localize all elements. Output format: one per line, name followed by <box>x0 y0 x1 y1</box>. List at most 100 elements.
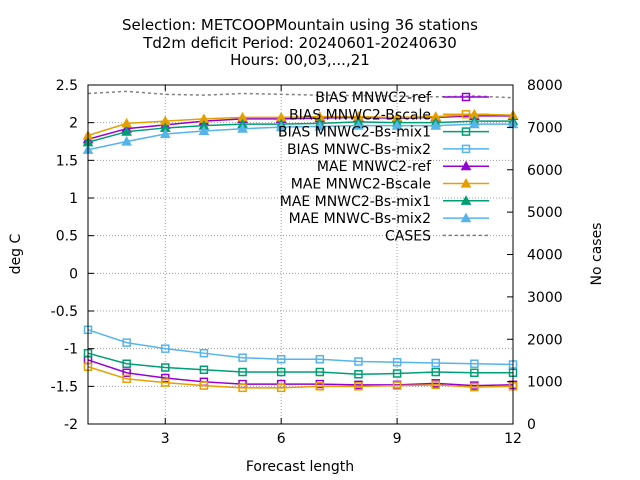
series-line <box>87 329 514 366</box>
y-tick-label: -1.5 <box>51 379 78 395</box>
data-point <box>161 378 170 387</box>
y2-tick-label: 2000 <box>527 332 563 348</box>
legend-label: CASES <box>385 228 431 244</box>
x-tick-label: 12 <box>504 431 522 447</box>
y-tick-label: 0.5 <box>56 229 78 245</box>
legend-label: BIAS MNWC2-Bscale <box>289 107 431 123</box>
data-point <box>198 125 210 136</box>
data-point <box>315 382 325 391</box>
data-point <box>470 368 479 378</box>
data-point <box>354 357 363 366</box>
legend-marker <box>461 144 471 154</box>
series-line <box>87 123 513 151</box>
y2-tick-label: 0 <box>527 417 536 433</box>
data-point <box>314 120 326 131</box>
data-point <box>161 344 170 353</box>
legend-label: MAE MNWC2-ref <box>317 159 432 175</box>
y-axis-label: deg C <box>8 233 24 274</box>
series-2 <box>83 348 518 379</box>
y2-tick-label: 5000 <box>527 205 563 221</box>
y-tick-label: 1 <box>69 191 78 207</box>
data-point <box>159 128 171 139</box>
series-line <box>87 366 514 389</box>
y-tick-label: 0 <box>69 266 78 282</box>
y2-tick-label: 6000 <box>527 163 563 179</box>
data-point <box>315 354 325 364</box>
data-point <box>431 380 440 390</box>
cases-line <box>87 90 514 99</box>
series-line <box>87 115 513 140</box>
data-point <box>122 338 131 347</box>
y2-tick-label: 1000 <box>527 375 563 391</box>
data-point <box>469 118 480 129</box>
data-point <box>276 367 286 377</box>
series-line <box>87 352 513 376</box>
y2-tick-label: 3000 <box>527 290 563 306</box>
legend-label: BIAS MNWC2-Bs-mix1 <box>278 125 431 141</box>
data-point <box>431 367 440 377</box>
legend-label: MAE MNWC2-Bscale <box>291 177 431 193</box>
data-point <box>238 353 247 362</box>
data-point <box>122 368 131 378</box>
data-point <box>392 369 402 378</box>
x-axis: 3 6 9 12 <box>161 85 522 447</box>
data-point <box>392 381 402 390</box>
legend-marker <box>460 160 472 171</box>
legend-marker <box>461 127 471 136</box>
x-tick-label: 6 <box>277 431 286 447</box>
title-line-3: Hours: 00,03,...,21 <box>230 51 370 69</box>
series-line <box>87 120 513 143</box>
series-3 <box>83 325 518 369</box>
series-1 <box>83 362 518 393</box>
y2-tick-label: 4000 <box>527 248 563 264</box>
y2-axis-label: No cases <box>589 223 605 286</box>
data-point <box>199 365 209 375</box>
legend-label: MAE MNWC2-Bs-mix1 <box>280 194 431 210</box>
legend-marker <box>460 212 472 223</box>
data-point <box>121 126 132 136</box>
data-point <box>237 123 248 133</box>
data-point <box>315 367 325 377</box>
y-tick-label: -1 <box>64 342 78 358</box>
legend-marker <box>460 177 472 188</box>
data-point <box>470 382 479 392</box>
data-point <box>470 359 479 368</box>
data-point <box>161 363 170 372</box>
data-point <box>431 358 440 368</box>
data-point <box>353 120 364 130</box>
y2-tick-label: 7000 <box>527 120 563 136</box>
y2-tick-label: 8000 <box>527 78 563 94</box>
y-tick-label: 2.5 <box>56 78 78 94</box>
data-point <box>354 382 363 391</box>
legend-marker <box>460 195 472 205</box>
data-point <box>238 367 247 377</box>
series-line <box>87 359 514 387</box>
data-point <box>122 359 131 368</box>
chart-title: Selection: METCOOPMountain using 36 stat… <box>122 16 478 69</box>
x-tick-label: 9 <box>393 431 402 447</box>
legend-label: BIAS MNWC-Bs-mix2 <box>287 142 431 158</box>
cases-series <box>87 90 514 99</box>
data-point <box>199 381 209 390</box>
y-tick-label: -2 <box>64 417 78 433</box>
y-tick-label: 1.5 <box>56 153 78 169</box>
data-point <box>161 373 170 383</box>
legend-label: MAE MNWC-Bs-mix2 <box>289 211 431 227</box>
data-point <box>199 348 209 358</box>
series-line <box>87 113 514 137</box>
x-tick-label: 3 <box>161 431 170 447</box>
y2-axis: 0 1000 2000 3000 4000 5000 6000 7000 8000 <box>507 78 563 433</box>
data-point <box>238 383 247 393</box>
y-tick-label: -0.5 <box>51 304 78 320</box>
data-point <box>275 121 287 132</box>
data-point <box>391 120 403 130</box>
data-point <box>276 354 286 364</box>
title-line-2: Td2m deficit Period: 20240601-20240630 <box>142 34 457 52</box>
data-point <box>122 374 131 384</box>
legend-marker <box>461 110 471 119</box>
y-tick-label: 2 <box>69 116 78 132</box>
legend-label: BIAS MNWC2-ref <box>315 90 432 106</box>
data-point <box>354 370 363 379</box>
